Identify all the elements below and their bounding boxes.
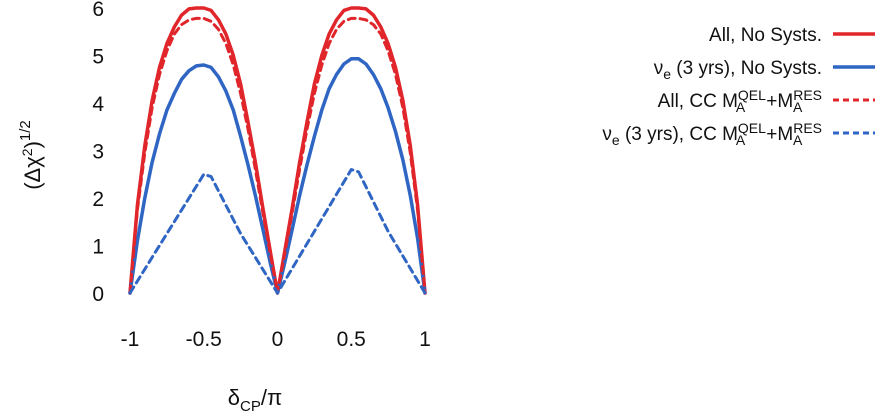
series-layer xyxy=(128,6,427,295)
x-tick-label-4: 1 xyxy=(419,328,431,351)
x-tick-label-0: -1 xyxy=(121,328,140,351)
legend-label-all-no-systs: All, No Systs. xyxy=(709,25,822,46)
legend-entry-all-no-systs: All, No Systs. xyxy=(709,25,875,46)
y-tick-label-1: 1 xyxy=(92,236,104,259)
y-tick-label-0: 0 xyxy=(92,283,104,306)
legend-entry-all-cc: All, CC MQEL A +MRES A xyxy=(658,87,875,115)
y-axis-label: (Δχ2)1/2 xyxy=(17,120,45,190)
tick-labels: -1 -0.5 0 0.5 1 0 1 2 3 4 5 6 xyxy=(92,0,431,351)
series-line-1 xyxy=(128,57,427,295)
y-tick-label-4: 4 xyxy=(92,93,104,116)
y-tick-label-3: 3 xyxy=(92,141,104,164)
series-line-2 xyxy=(128,16,427,295)
series-line-3 xyxy=(128,168,427,295)
x-tick-label-2: 0 xyxy=(272,328,284,351)
legend-label-nue-no-systs: νe (3 yrs), No Systs. xyxy=(654,58,822,82)
x-tick-label-3: 0.5 xyxy=(337,328,366,351)
series-line-0 xyxy=(128,6,427,295)
legend-entry-nue-cc: νe (3 yrs), CC MQEL A +MRES A xyxy=(602,120,875,148)
y-tick-label-6: 6 xyxy=(92,0,104,21)
legend-entry-nue-no-systs: νe (3 yrs), No Systs. xyxy=(654,58,875,82)
y-tick-label-2: 2 xyxy=(92,188,104,211)
legend-label-nue-cc: νe (3 yrs), CC MQEL A +MRES A xyxy=(602,120,822,148)
y-tick-label-5: 5 xyxy=(92,46,104,69)
x-tick-label-1: -0.5 xyxy=(186,328,222,351)
x-axis-label: δCP/π xyxy=(228,385,282,415)
legend: All, No Systs. νe (3 yrs), No Systs. All… xyxy=(602,25,875,148)
legend-label-all-cc: All, CC MQEL A +MRES A xyxy=(658,87,822,115)
